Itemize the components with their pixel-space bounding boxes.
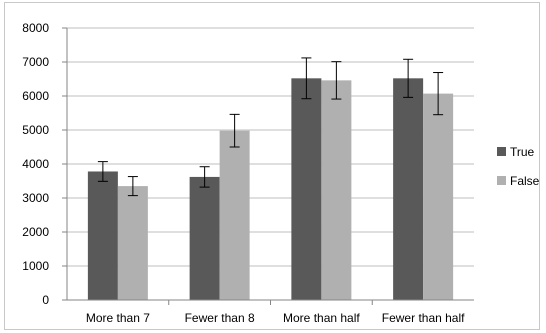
legend: True False <box>497 145 540 188</box>
y-tick-label-3000: 3000 <box>22 191 49 205</box>
y-tick-label-5000: 5000 <box>22 123 49 137</box>
bars <box>87 78 454 301</box>
bar-true-2 <box>291 78 322 300</box>
legend-swatch-true <box>497 147 506 156</box>
legend-swatch-false <box>497 176 506 185</box>
y-tick-label-7000: 7000 <box>22 55 49 69</box>
error-bar-true-0 <box>97 161 108 182</box>
y-tick-label-4000: 4000 <box>22 157 49 171</box>
y-tick-label-1000: 1000 <box>22 259 49 273</box>
error-bar-true-1 <box>199 166 210 188</box>
axes <box>62 27 474 305</box>
bar-true-0 <box>87 171 118 300</box>
x-tick-label-0: More than 7 <box>86 311 150 325</box>
error-bar-false-2 <box>331 61 342 100</box>
bar-true-1 <box>189 176 220 300</box>
error-bar-true-2 <box>301 57 312 100</box>
x-tick-label-3: Fewer than half <box>382 311 465 325</box>
error-bar-true-3 <box>403 58 414 98</box>
y-tick-label-0: 0 <box>42 293 49 307</box>
error-bar-false-0 <box>127 176 138 197</box>
bar-false-1 <box>219 130 250 300</box>
bar-false-3 <box>423 93 454 301</box>
x-tick-label-1: Fewer than 8 <box>185 311 255 325</box>
error-bars <box>97 57 444 197</box>
y-axis-tick-labels: 0 1000 2000 3000 4000 5000 6000 7000 8000 <box>22 21 49 307</box>
x-tick-label-2: More than half <box>283 311 360 325</box>
error-bar-false-3 <box>433 72 444 116</box>
y-tick-label-6000: 6000 <box>22 89 49 103</box>
legend-item-true: True <box>497 145 535 159</box>
y-tick-label-2000: 2000 <box>22 225 49 239</box>
legend-item-false: False <box>497 174 540 188</box>
error-bar-false-1 <box>229 113 240 148</box>
bar-true-3 <box>393 78 424 300</box>
legend-label-false: False <box>510 174 540 188</box>
bar-false-0 <box>117 186 148 300</box>
x-axis-tick-labels: More than 7 Fewer than 8 More than half Few… <box>86 311 465 325</box>
y-tick-label-8000: 8000 <box>22 21 49 35</box>
bar-false-2 <box>321 80 352 300</box>
legend-label-true: True <box>510 145 535 159</box>
